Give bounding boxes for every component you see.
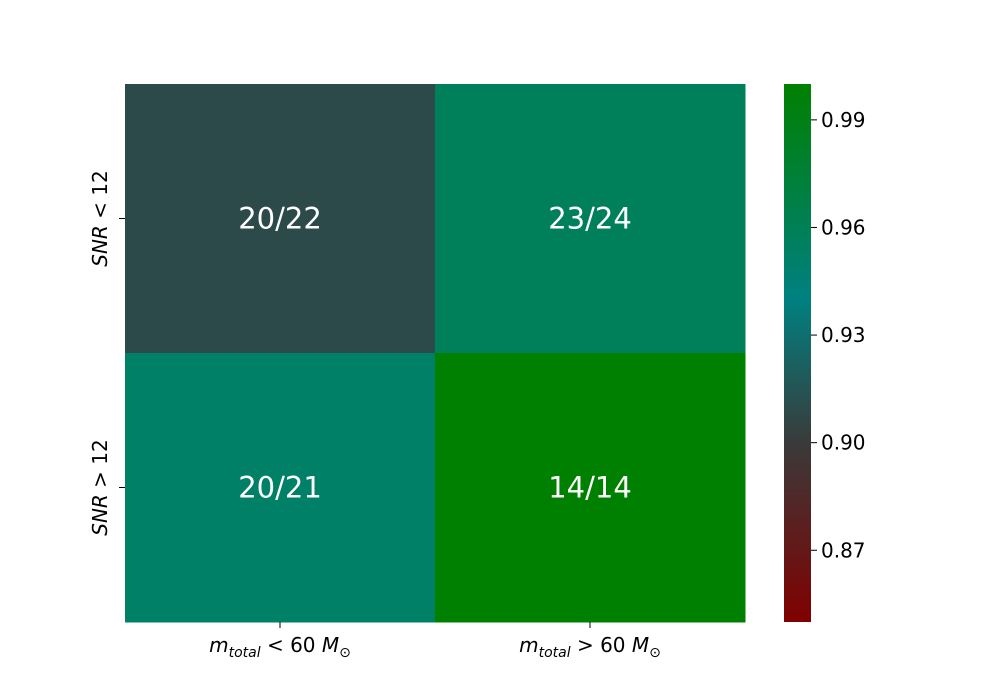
heatmap-cell (125, 353, 436, 623)
heatmap-cell (435, 353, 746, 623)
x-tick-label: mtotal > 60 M⊙ (519, 633, 661, 661)
heatmap-cell (125, 84, 436, 354)
colorbar-tick-label: 0.96 (821, 215, 866, 239)
colorbar-tick-label: 0.93 (821, 323, 866, 347)
cell-label: 20/21 (238, 471, 322, 505)
y-axis: SNR < 12 SNR > 12 (88, 170, 125, 536)
colorbar-tick-label: 0.90 (821, 431, 866, 455)
colorbar-axis: 0.87 0.90 0.93 0.96 0.99 (811, 108, 866, 562)
cell-label: 23/24 (548, 202, 632, 236)
cell-label: 14/14 (548, 471, 632, 505)
heatmap-cell (435, 84, 746, 354)
x-tick-label: mtotal < 60 M⊙ (209, 633, 351, 661)
colorbar-tick-label: 0.99 (821, 108, 866, 132)
y-tick-label: SNR < 12 (88, 170, 112, 266)
colorbar (784, 84, 811, 622)
x-axis: mtotal < 60 M⊙ mtotal > 60 M⊙ (209, 622, 661, 661)
y-tick-label: SNR > 12 (88, 439, 112, 535)
heatmap-cells: 20/22 23/24 20/21 14/14 (125, 84, 746, 623)
cell-label: 20/22 (238, 202, 322, 236)
colorbar-tick-label: 0.87 (821, 538, 866, 562)
